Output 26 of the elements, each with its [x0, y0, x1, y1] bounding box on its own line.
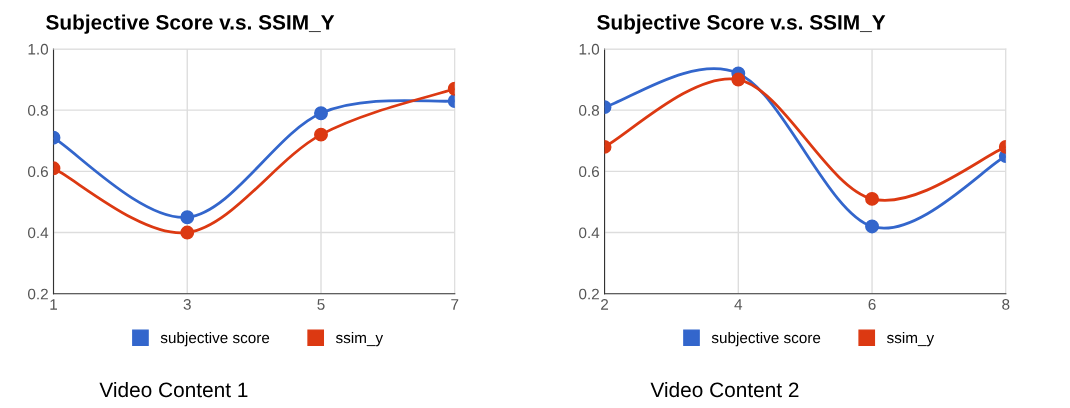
chart-title: Subjective Score v.s. SSIM_Y — [597, 14, 886, 34]
y-tick-label: 0.6 — [579, 166, 600, 178]
x-tick-label: 8 — [1002, 299, 1010, 310]
y-tick-label: 0.4 — [28, 227, 49, 239]
legend-label: ssim_y — [335, 331, 384, 347]
legend-label: subjective score — [160, 331, 270, 347]
y-tick-label: 0.2 — [579, 288, 599, 300]
x-tick-label: 7 — [451, 299, 459, 310]
x-tick-label: 3 — [183, 299, 191, 310]
y-tick-label: 0.8 — [579, 105, 600, 116]
x-tick-label: 4 — [734, 299, 743, 310]
legend-label: subjective score — [711, 331, 821, 347]
text: Video Content 2 — [650, 381, 799, 398]
chart-title: Subjective Score v.s. SSIM_Y — [46, 14, 335, 34]
text: Video Content 1 — [99, 381, 248, 398]
y-tick-label: 0.4 — [579, 227, 600, 239]
x-tick-label: 6 — [868, 299, 876, 310]
x-tick-label: 5 — [317, 299, 325, 310]
y-tick-label: 0.2 — [28, 288, 48, 300]
y-tick-label: 0.6 — [28, 166, 48, 178]
y-tick-label: 0.8 — [28, 105, 48, 116]
x-tick-label: 2 — [601, 299, 609, 310]
legend-label: ssim_y — [887, 331, 935, 347]
x-tick-label: 1 — [50, 299, 57, 310]
y-tick-label: 1.0 — [579, 43, 600, 55]
y-tick-label: 1.0 — [28, 43, 49, 55]
